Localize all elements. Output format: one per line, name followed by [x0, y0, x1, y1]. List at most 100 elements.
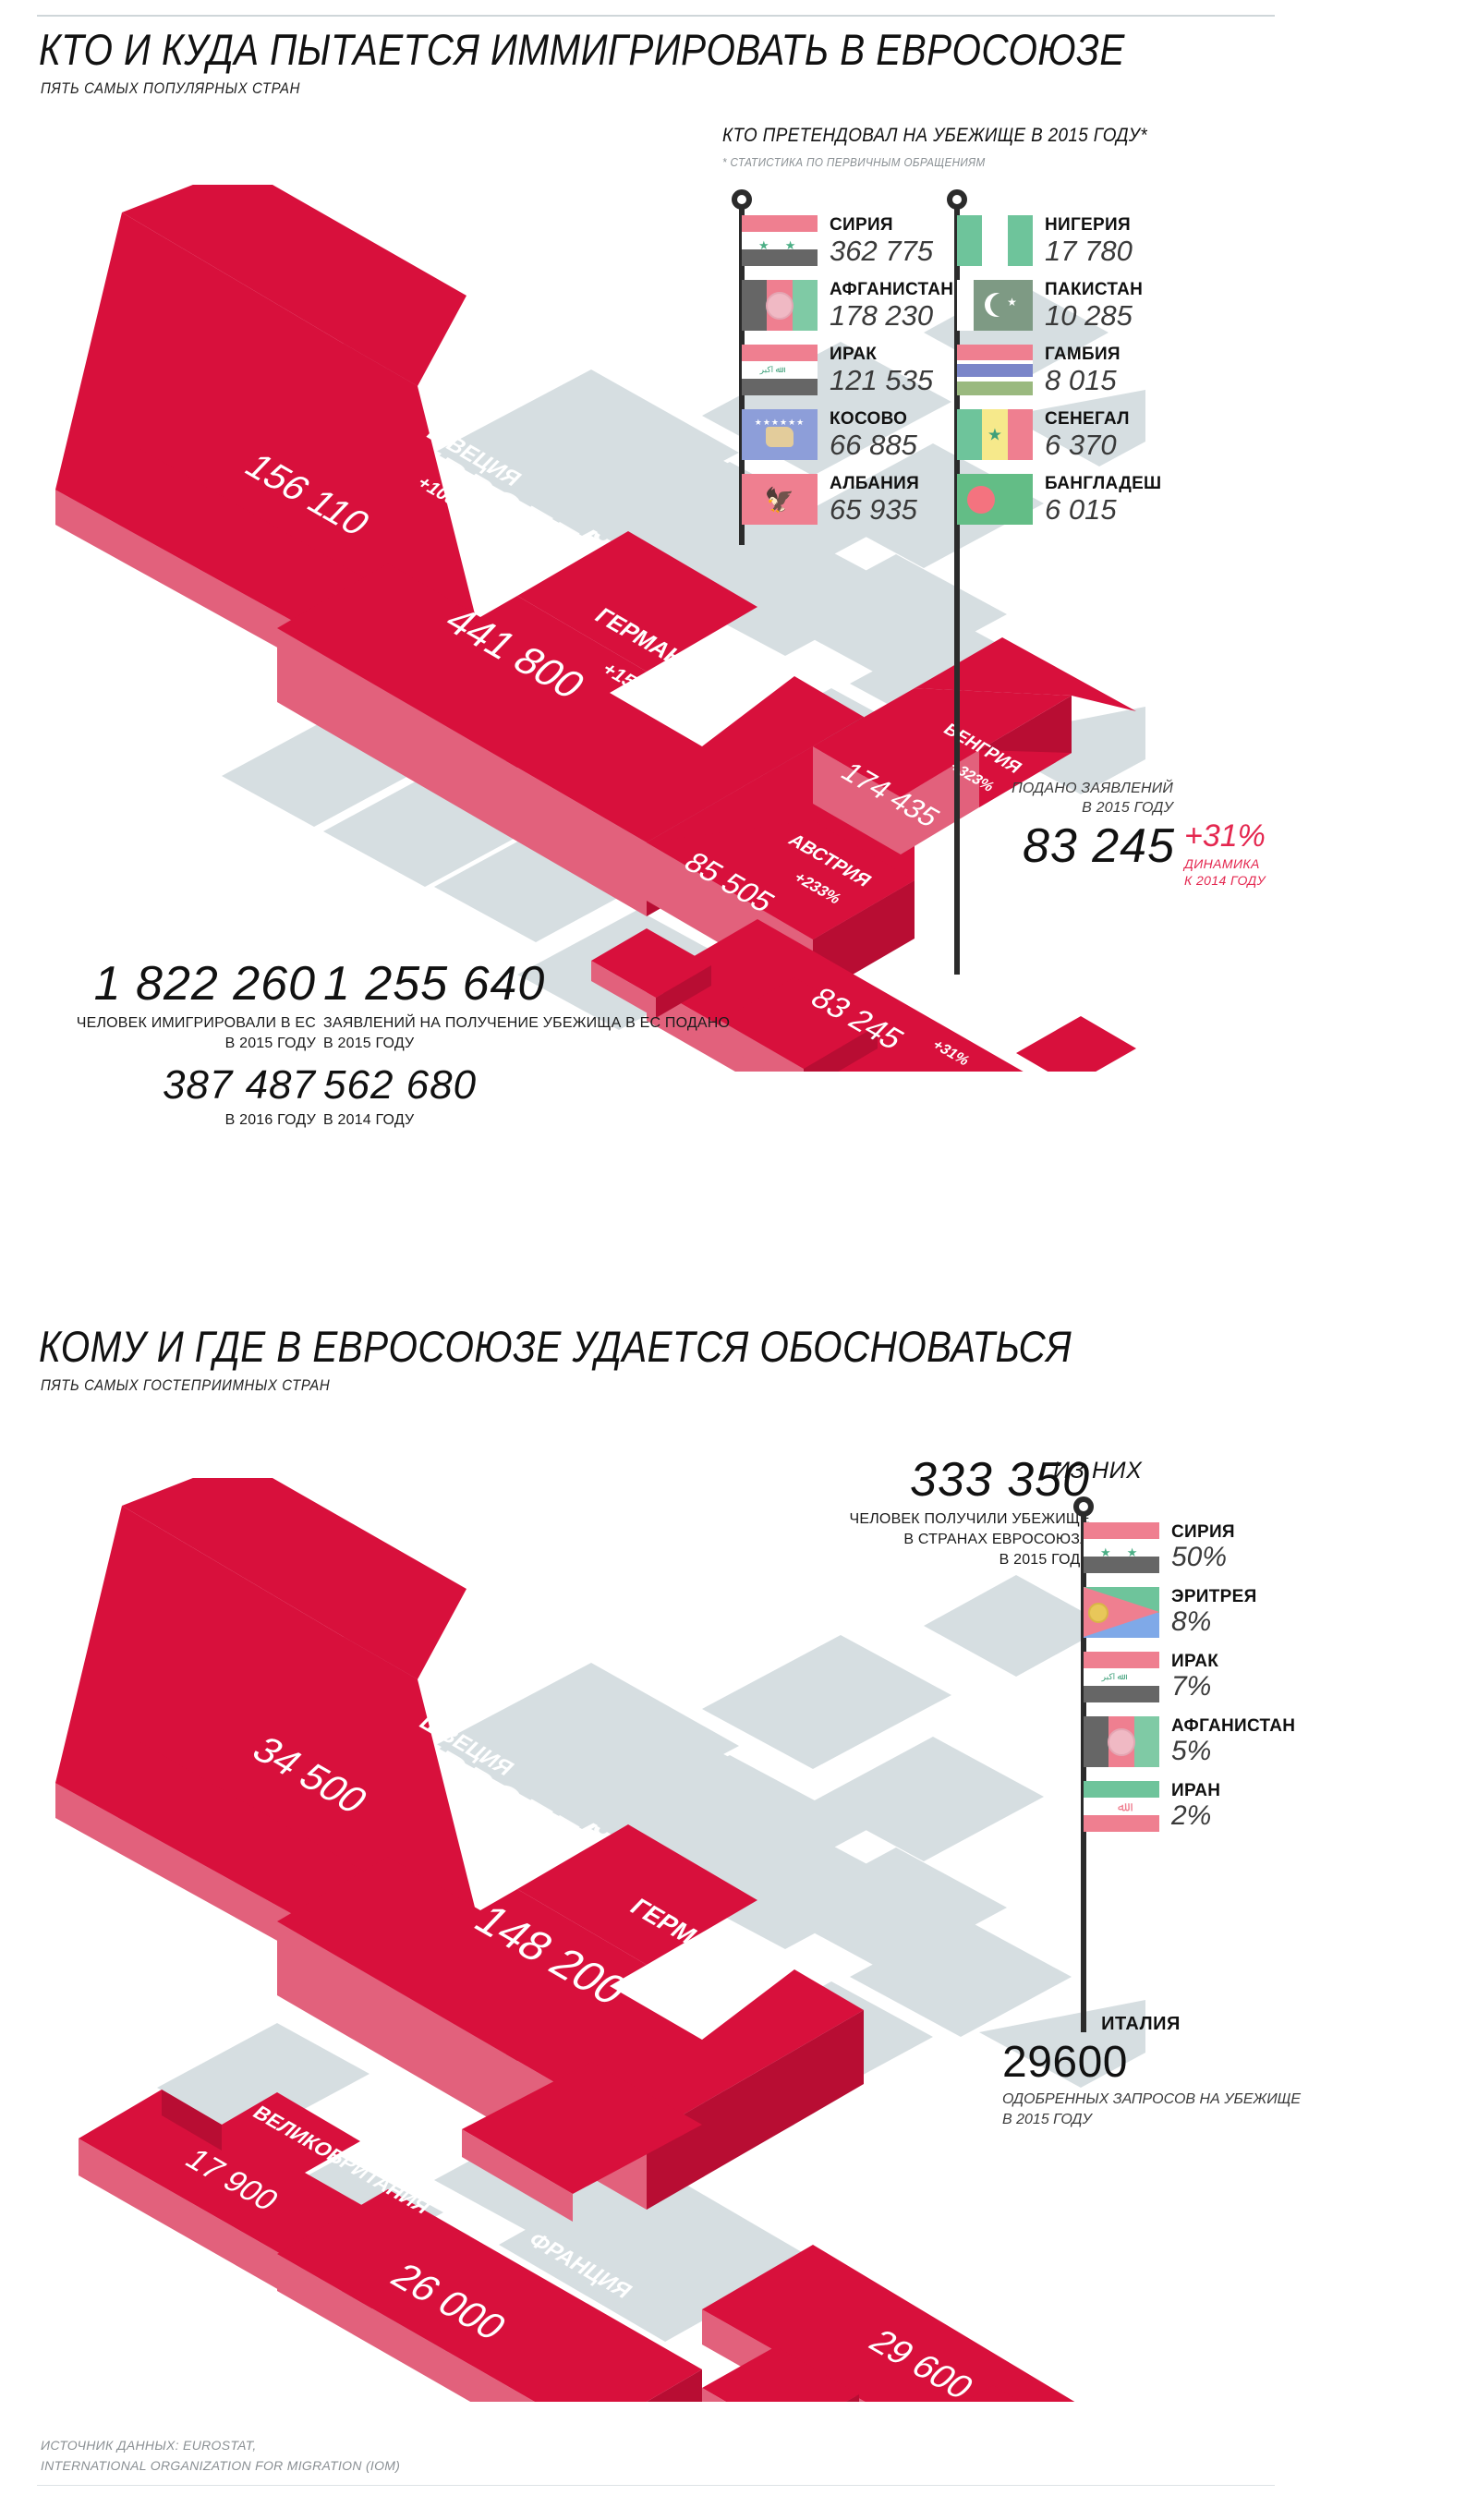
flag-country: СИРИЯ	[830, 215, 893, 235]
flag-country: СИРИЯ	[1171, 1522, 1235, 1542]
iraq-flag: ﷲ ﺍﻛﺒﺮ	[1084, 1652, 1159, 1702]
flag-value: 121 535	[830, 364, 934, 396]
flag-value: 65 935	[830, 493, 917, 526]
flag-country: ИРАК	[830, 345, 878, 364]
section2-title: КОМУ И ГДЕ В ЕВРОСОЮЗЕ УДАЕТСЯ ОБОСНОВАТ…	[39, 1322, 1072, 1371]
map-small-tiles	[591, 928, 878, 1072]
stat-value: 387 487	[162, 1062, 316, 1108]
map-block-france	[277, 2062, 702, 2402]
flag-country: ИРАК	[1171, 1652, 1219, 1671]
flag-row-gambia: ГАМБИЯ 8 015	[957, 345, 1121, 395]
section1-title: КТО И КУДА ПЫТАЕТСЯ ИММИГРИРОВАТЬ В ЕВРО…	[39, 25, 1125, 74]
isometric-map-2: ЕВРОПЕЙСКИЙ СОЮЗ	[0, 1478, 1145, 2402]
flag-value: 6 015	[1045, 493, 1117, 526]
flag-country: АФГАНИСТАН	[830, 280, 954, 299]
senegal-flag: ★	[957, 409, 1033, 460]
stat-immigrants-2016: 387 487 В 2016 ГОДУ	[39, 1062, 316, 1129]
flag-row-albania: 🦅 АЛБАНИЯ 65 935	[742, 474, 919, 525]
stat-italy-name: ИТАЛИЯ	[1101, 2014, 1181, 2034]
flag-value: 66 885	[830, 429, 917, 461]
stat-italy-value: 29600	[1002, 2038, 1128, 2087]
headline-caption-3: В 2015 ГОДУ	[999, 1552, 1090, 1568]
afghanistan-flag	[742, 280, 818, 331]
flag-country: АФГАНИСТАН	[1171, 1716, 1296, 1736]
stat-italy-caption-1: ОДОБРЕННЫХ ЗАПРОСОВ НА УБЕЖИЩЕ	[1002, 2091, 1302, 2107]
bangladesh-flag	[957, 474, 1033, 525]
kosovo-flag: ★★★★★★	[742, 409, 818, 460]
pole-knob-icon	[1073, 1496, 1094, 1517]
map-block-germany-2	[277, 1824, 864, 2210]
flag-value: 50%	[1171, 1542, 1228, 1572]
source-line-1: ИСТОЧНИК ДАННЫХ: EUROSTAT,	[41, 2438, 257, 2453]
map-small-tiles-2	[702, 2346, 1022, 2402]
flag-list-right-1: НИГЕРИЯ 17 780 ★ ПАКИСТАН 10 285 ГАМБИЯ …	[927, 189, 1204, 975]
albania-flag: 🦅	[742, 474, 818, 525]
flag-row-bangladesh: БАНГЛАДЕШ 6 015	[957, 474, 1161, 525]
section2-subtitle: ПЯТЬ САМЫХ ГОСТЕПРИИМНЫХ СТРАН	[41, 1376, 331, 1394]
flag-country: СЕНЕГАЛ	[1045, 409, 1130, 429]
flag-row-afghanistan-2: АФГАНИСТАН 5%	[1084, 1716, 1295, 1767]
pole-knob-icon	[732, 189, 752, 210]
flag-value: 10 285	[1045, 299, 1133, 332]
eritrea-flag	[1084, 1587, 1159, 1638]
flag-value: 5%	[1171, 1736, 1212, 1766]
flag-row-nigeria: НИГЕРИЯ 17 780	[957, 215, 1133, 266]
flag-list-2: ★ ★ СИРИЯ 50% ЭРИТРЕЯ 8% ﷲ ﺍﻛﺒﺮ ИРАК 7%	[1053, 1496, 1349, 2032]
flag-country: ЭРИТРЕЯ	[1171, 1587, 1257, 1606]
map-block-hungary	[813, 637, 1136, 854]
flag-row-kosovo: ★★★★★★ КОСОВО 66 885	[742, 409, 917, 460]
headline-caption-1: ЧЕЛОВЕК ПОЛУЧИЛИ УБЕЖИЩЕ	[849, 1511, 1090, 1527]
stat-applications-2014: 562 680 В 2014 ГОДУ	[323, 1062, 600, 1129]
stat-applications-2015: 1 255 640 ЗАЯВЛЕНИЙ НА ПОЛУЧЕНИЕ УБЕЖИЩА…	[323, 956, 804, 1052]
iran-flag: ﷲ	[1084, 1781, 1159, 1832]
pole-line	[1081, 1515, 1086, 2032]
nigeria-flag	[957, 215, 1033, 266]
flag-country: ИРАН	[1171, 1781, 1221, 1800]
footer-divider	[37, 2485, 1275, 2486]
stat-caption-2: В 2015 ГОДУ	[224, 1036, 316, 1051]
flag-row-iraq: ﷲ ﺍﻛﺒﺮ ИРАК 121 535	[742, 345, 933, 395]
pole-knob-icon	[947, 189, 967, 210]
pakistan-flag: ★	[957, 280, 1033, 331]
flag-row-syria: ★ ★ СИРИЯ 362 775	[742, 215, 933, 266]
stat-caption-2: В 2015 ГОДУ	[323, 1036, 415, 1051]
flag-country: БАНГЛАДЕШ	[1045, 474, 1162, 493]
stat-value: 562 680	[323, 1062, 478, 1108]
flag-value: 17 780	[1045, 235, 1133, 267]
headline-caption-2: В СТРАНАХ ЕВРОСОЮЗА	[903, 1532, 1090, 1547]
stat-immigrants-2015: 1 822 260 ЧЕЛОВЕК ИМИГРИРОВАЛИ В ЕС В 20…	[39, 956, 316, 1052]
headline-granted: 333 350 ЧЕЛОВЕК ПОЛУЧИЛИ УБЕЖИЩЕ В СТРАН…	[702, 1452, 1090, 1569]
callout-applications-1: ПОДАНО ЗАЯВЛЕНИЙ В 2015 ГОДУ 83 245 +31%…	[961, 781, 1266, 888]
callout-line1: ПОДАНО ЗАЯВЛЕНИЙ	[1012, 781, 1173, 796]
flag-value: 2%	[1171, 1800, 1212, 1831]
syria-flag: ★ ★	[1084, 1522, 1159, 1573]
flag-value: 7%	[1171, 1671, 1212, 1702]
callout-value: 83 245	[1022, 819, 1175, 873]
stat-caption-1: ЗАЯВЛЕНИЙ НА ПОЛУЧЕНИЕ УБЕЖИЩА В ЕС ПОДА…	[323, 1015, 731, 1031]
flag-country: КОСОВО	[830, 409, 908, 429]
section1-subtitle: ПЯТЬ САМЫХ ПОПУЛЯРНЫХ СТРАН	[41, 79, 301, 97]
flag-row-iraq-2: ﷲ ﺍﻛﺒﺮ ИРАК 7%	[1084, 1652, 1218, 1702]
flag-country: ГАМБИЯ	[1045, 345, 1121, 364]
stat-caption-1: ЧЕЛОВЕК ИМИГРИРОВАЛИ В ЕС	[76, 1015, 316, 1031]
flag-row-pakistan: ★ ПАКИСТАН 10 285	[957, 280, 1143, 331]
flag-row-eritrea: ЭРИТРЕЯ 8%	[1084, 1587, 1257, 1638]
flag-country: АЛБАНИЯ	[830, 474, 920, 493]
flag-row-senegal: ★ СЕНЕГАЛ 6 370	[957, 409, 1130, 460]
pole-line	[954, 208, 960, 975]
stat-caption-2: В 2014 ГОДУ	[323, 1112, 415, 1128]
callout-line2: В 2015 ГОДУ	[1082, 800, 1173, 816]
section1-flags-note: * СТАТИСТИКА ПО ПЕРВИЧНЫМ ОБРАЩЕНИЯМ	[722, 155, 986, 169]
of-them-label: ИЗ НИХ	[1053, 1458, 1143, 1484]
section1-flags-title: КТО ПРЕТЕНДОВАЛ НА УБЕЖИЩЕ В 2015 ГОДУ*	[722, 125, 1148, 146]
flag-value: 8%	[1171, 1606, 1212, 1637]
flag-list-left-1: ★ ★ СИРИЯ 362 775 АФГАНИСТАН 178 230 ﷲ ﺍ…	[711, 189, 988, 559]
afghanistan-flag	[1084, 1716, 1159, 1767]
callout-delta: +31%	[1184, 818, 1266, 854]
gambia-flag	[957, 345, 1033, 395]
iraq-flag: ﷲ ﺍﻛﺒﺮ	[742, 345, 818, 395]
flag-country: НИГЕРИЯ	[1045, 215, 1131, 235]
flag-value: 362 775	[830, 235, 934, 267]
syria-flag: ★ ★	[742, 215, 818, 266]
callout-delta-line2: К 2014 ГОДУ	[1184, 873, 1266, 888]
